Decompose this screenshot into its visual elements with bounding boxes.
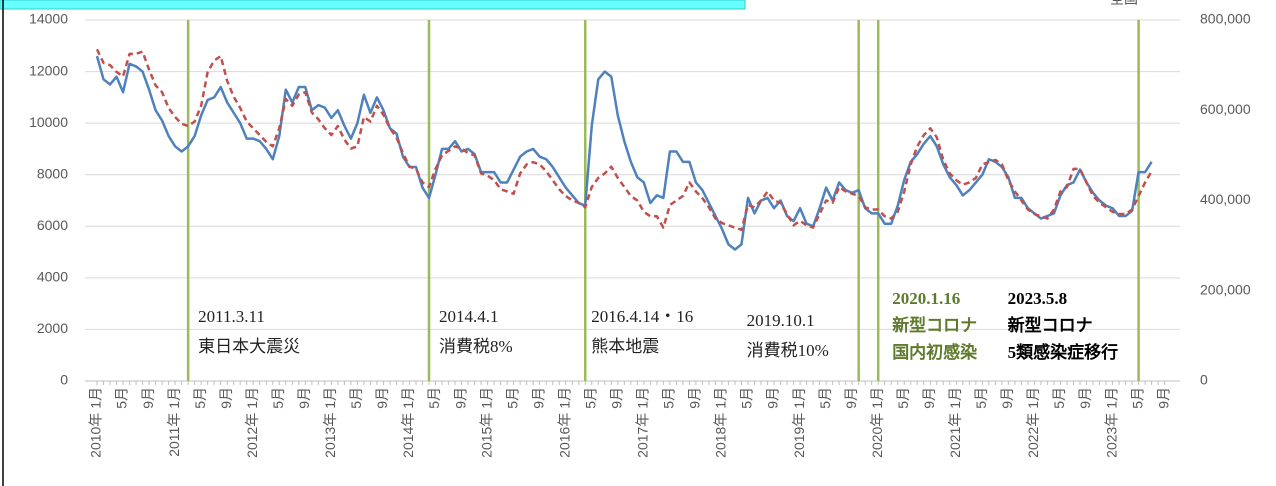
- y-tick-label: 12000: [29, 62, 68, 78]
- annotation-text: 2019.10.1: [747, 311, 815, 330]
- series-line: [95, 48, 1153, 232]
- annotation-text: 新型コロナ: [892, 315, 977, 335]
- annotation-text: 2011.3.11: [198, 307, 265, 326]
- y-tick-label: 10000: [29, 114, 68, 130]
- x-tick-label: 9月: [843, 387, 859, 409]
- x-tick-label: 9月: [765, 387, 781, 409]
- annotation-text: 2016.4.14・16: [591, 307, 693, 326]
- x-tick-label: 2012年 1月: [244, 387, 260, 458]
- x-tick-label: 2020年 1月: [869, 387, 885, 458]
- y2-tick-label: 200,000: [1200, 281, 1251, 297]
- y2-tick-label: 600,000: [1200, 101, 1251, 117]
- y-tick-label: 14000: [29, 11, 68, 27]
- x-tick-label: 9月: [1077, 387, 1093, 409]
- x-tick-label: 2022年 1月: [1025, 387, 1041, 458]
- x-tick-label: 9月: [1155, 387, 1171, 409]
- x-tick-label: 9月: [140, 387, 156, 409]
- annotation-text: 2014.4.1: [439, 307, 499, 326]
- annotation-text: 東日本大震災: [198, 337, 300, 356]
- y-tick-label: 2000: [37, 320, 68, 336]
- x-tick-label: 9月: [530, 387, 546, 409]
- x-tick-label: 9月: [374, 387, 390, 409]
- corner-label: 全国: [1110, 0, 1138, 7]
- x-tick-label: 9月: [921, 387, 937, 409]
- x-tick-label: 9月: [687, 387, 703, 409]
- x-tick-label: 5月: [973, 387, 989, 409]
- x-tick-label: 5月: [114, 387, 130, 409]
- annotation-text: 消費税8%: [439, 337, 513, 356]
- x-tick-label: 5月: [895, 387, 911, 409]
- x-tick-label: 5月: [426, 387, 442, 409]
- y-tick-label: 6000: [37, 217, 68, 233]
- x-tick-label: 2017年 1月: [635, 387, 651, 458]
- y2-tick-label: 0: [1200, 372, 1208, 388]
- x-tick-label: 5月: [739, 387, 755, 409]
- x-tick-label: 5月: [582, 387, 598, 409]
- x-tick-label: 5月: [661, 387, 677, 409]
- x-tick-label: 2023年 1月: [1103, 387, 1119, 458]
- x-tick-label: 5月: [504, 387, 520, 409]
- x-tick-label: 2011年 1月: [166, 387, 182, 457]
- y-tick-label: 4000: [37, 269, 68, 285]
- annotation-text: 熊本地震: [591, 337, 659, 356]
- x-tick-label: 5月: [192, 387, 208, 409]
- x-tick-label: 5月: [1129, 387, 1145, 409]
- x-tick-label: 9月: [296, 387, 312, 409]
- x-tick-label: 5月: [1051, 387, 1067, 409]
- y-tick-label: 0: [60, 372, 68, 388]
- x-tick-label: 9月: [609, 387, 625, 409]
- x-tick-label: 9月: [452, 387, 468, 409]
- annotation-text: 2020.1.16: [892, 289, 960, 308]
- y-tick-label: 8000: [37, 165, 68, 181]
- x-tick-label: 2019年 1月: [791, 387, 807, 458]
- annotation-text: 2023.5.8: [1008, 289, 1068, 308]
- x-tick-label: 2013年 1月: [322, 387, 338, 458]
- annotation-text: 5類感染症移行: [1008, 342, 1119, 362]
- x-tick-label: 9月: [999, 387, 1015, 409]
- y2-tick-label: 400,000: [1200, 191, 1251, 207]
- x-tick-label: 2014年 1月: [400, 387, 416, 458]
- series-line: [95, 55, 1153, 251]
- annotation-text: 消費税10%: [747, 341, 829, 360]
- x-tick-label: 2016年 1月: [556, 387, 572, 458]
- x-tick-label: 2018年 1月: [713, 387, 729, 458]
- header-bar: [0, 0, 746, 10]
- x-tick-label: 5月: [270, 387, 286, 409]
- x-tick-label: 5月: [348, 387, 364, 409]
- annotation-text: 国内初感染: [892, 342, 977, 362]
- annotation-text: 新型コロナ: [1008, 315, 1093, 335]
- x-tick-label: 2015年 1月: [478, 387, 494, 458]
- x-tick-label: 9月: [218, 387, 234, 409]
- x-tick-label: 2021年 1月: [947, 387, 963, 458]
- y2-tick-label: 800,000: [1200, 11, 1251, 27]
- x-tick-label: 5月: [817, 387, 833, 409]
- x-tick-label: 2010年 1月: [88, 387, 104, 458]
